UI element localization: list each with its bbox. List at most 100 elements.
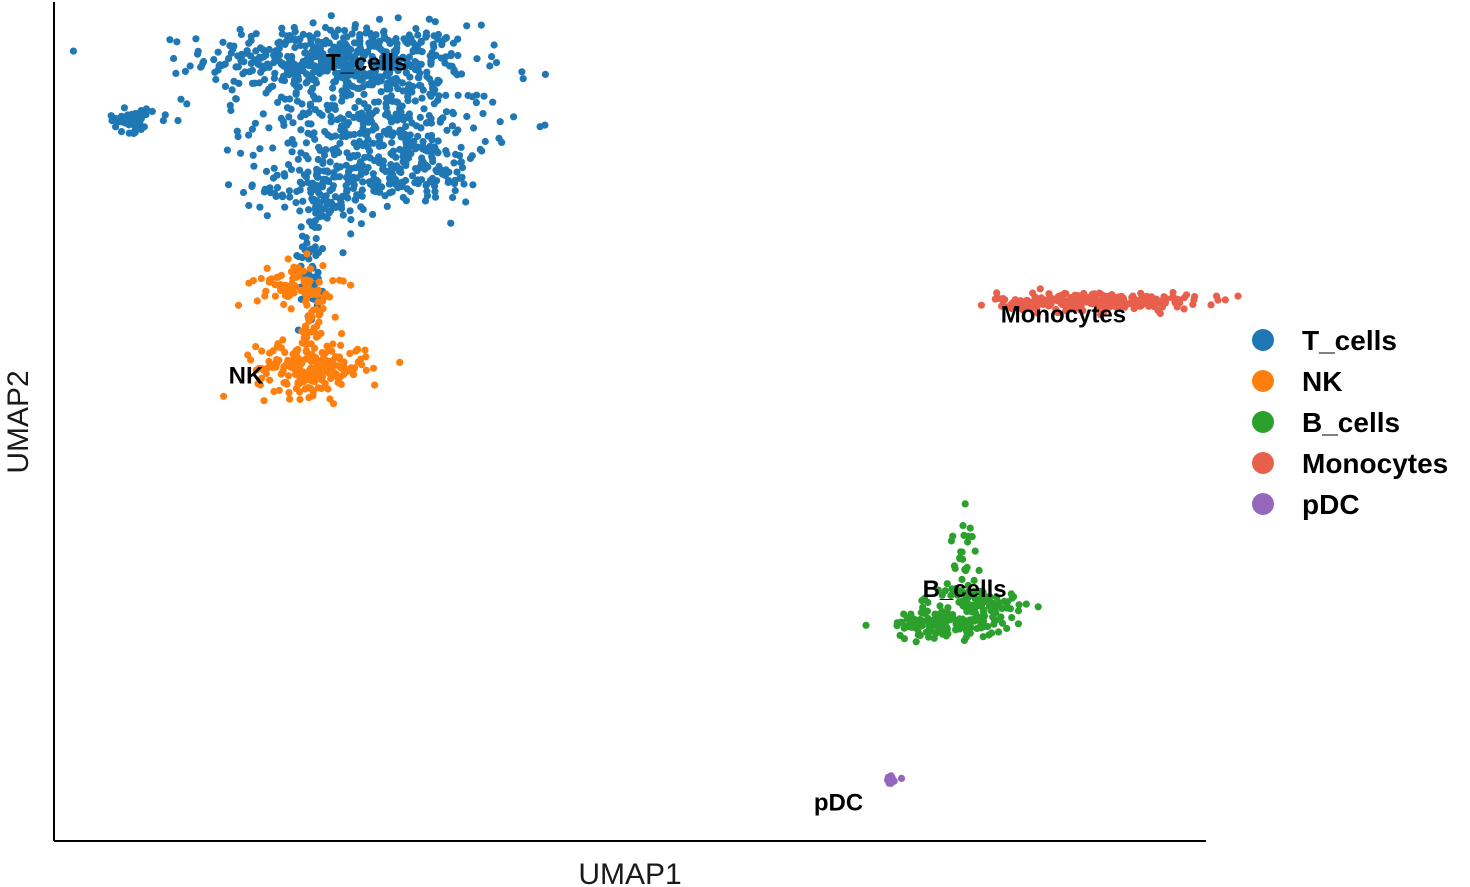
data-point [435,92,443,100]
data-point [309,68,317,76]
data-point [330,146,338,155]
data-point [414,65,422,73]
data-point [385,36,393,45]
data-point [1001,302,1009,311]
data-point [369,109,377,117]
data-point [348,30,356,38]
data-point [370,42,378,50]
data-point [405,154,413,162]
data-point [1014,620,1023,628]
data-point [371,381,379,389]
data-point [438,41,446,49]
data-point [327,112,335,121]
data-point [419,138,427,146]
data-point [468,152,476,160]
data-point [950,615,958,623]
data-point [324,385,332,393]
data-point [260,53,268,61]
data-point [1034,603,1042,611]
data-point [356,64,364,72]
data-point [250,162,258,170]
y-axis-title: UMAP2 [2,370,35,473]
data-point [392,110,400,118]
data-point [970,587,978,595]
data-point [338,330,346,338]
data-point [325,369,334,377]
data-point [451,176,459,184]
data-point [887,772,895,780]
data-point [426,75,434,83]
data-point [417,124,425,132]
data-point [900,610,908,618]
data-point [364,143,372,151]
data-point [253,297,261,305]
data-point [496,118,504,126]
data-point [904,615,912,623]
data-point [1003,598,1012,606]
data-point [343,188,351,196]
data-point [279,62,288,70]
data-point [305,317,313,325]
data-point [427,57,435,65]
data-point [112,123,120,131]
data-point [108,117,116,125]
data-point [970,576,978,585]
data-point [313,169,321,177]
data-point [388,188,396,196]
data-point [434,35,442,43]
data-point [270,387,278,396]
data-point [273,55,281,63]
data-point [306,265,314,273]
data-point [279,193,287,201]
data-point [289,119,297,127]
data-point [214,48,222,56]
data-point [426,142,434,150]
data-point [1101,293,1109,301]
data-point [249,277,257,285]
data-point [420,105,428,113]
data-point [232,95,240,103]
data-point [402,197,410,205]
data-point [898,618,906,626]
data-point [140,123,148,131]
data-point [896,631,904,640]
data-point [1147,299,1155,307]
data-point [314,187,322,195]
data-point [329,277,337,285]
data-point [1169,288,1177,297]
data-point [271,281,279,289]
data-point [462,198,470,206]
data-point [351,52,359,60]
data-point [366,154,374,162]
data-point [411,97,419,105]
data-point [316,146,324,154]
data-point [1037,294,1045,302]
data-point [1221,296,1229,304]
data-point [353,84,361,92]
data-point [280,121,288,129]
data-point [337,341,345,349]
data-point [519,75,527,83]
data-point [302,139,310,147]
data-point [391,55,399,63]
data-point [339,211,347,219]
data-point [396,55,404,63]
data-point [358,55,366,63]
data-point [384,79,392,87]
data-point [1107,301,1115,309]
data-point [287,105,295,113]
data-point [394,77,402,85]
data-point [183,100,191,108]
data-point [312,181,320,189]
data-point [458,70,466,78]
data-point [267,275,275,283]
data-point [311,223,319,231]
data-point [1090,290,1098,298]
data-point [314,268,322,276]
data-point [426,90,434,98]
data-point [120,104,128,112]
data-point [271,189,279,197]
data-point [339,249,347,257]
data-point [402,176,410,185]
data-point [170,54,178,63]
